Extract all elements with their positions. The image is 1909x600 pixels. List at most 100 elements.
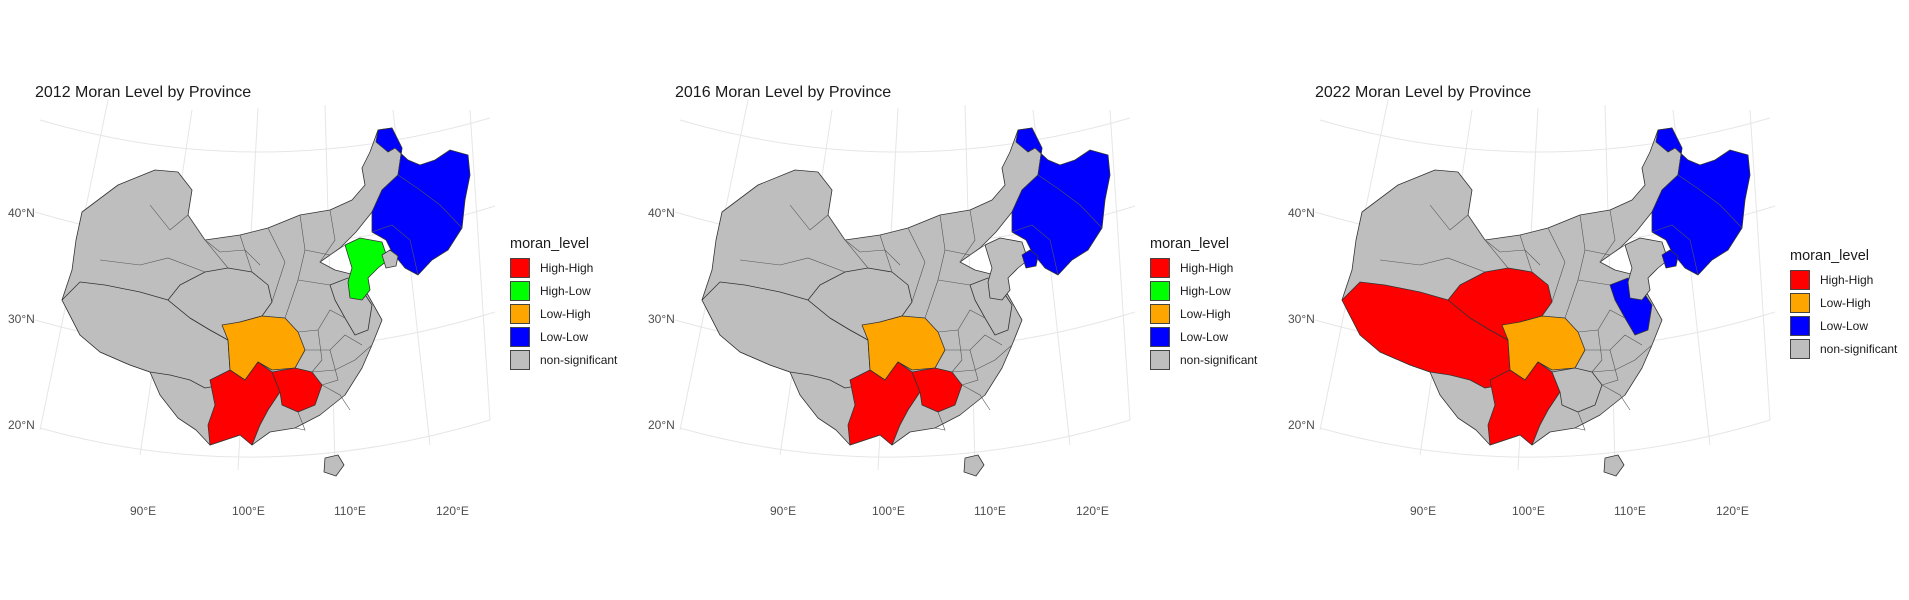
region-shanxi-hebei <box>984 237 1029 301</box>
province-border <box>951 329 963 373</box>
legend-swatch <box>1150 303 1170 324</box>
province-border <box>907 227 926 303</box>
legend-label: Low-High <box>1180 306 1231 321</box>
legend-item: High-High <box>1790 268 1897 291</box>
province-border <box>1577 309 1626 333</box>
graticule-line <box>679 419 1131 458</box>
region-beijing-tianjin <box>381 249 399 269</box>
province-border <box>297 309 346 333</box>
province-border <box>319 209 336 263</box>
longitude-label: 120°E <box>1076 504 1109 518</box>
region-guizhou <box>911 367 963 413</box>
china-map: 40°N 30°N 20°N 90°E 100°E 110°E 120°E <box>648 99 1136 518</box>
region-yunnan <box>847 361 921 446</box>
legend-swatch <box>510 349 530 370</box>
legend-item: non-significant <box>1790 337 1897 360</box>
graticule-line <box>1109 109 1131 421</box>
legend-swatch <box>1150 257 1170 278</box>
longitude-label: 100°E <box>1512 504 1545 518</box>
region-guizhou <box>271 367 323 413</box>
provinces <box>701 127 1111 477</box>
legend-label: High-Low <box>540 283 591 298</box>
province-border <box>397 174 463 229</box>
province-border <box>959 209 976 263</box>
region-shanxi-hebei <box>344 237 389 301</box>
region-northeast <box>371 127 471 276</box>
latitude-label: 30°N <box>648 312 675 326</box>
latitude-label: 20°N <box>1288 418 1315 432</box>
province-borders <box>99 174 463 431</box>
longitude-label: 110°E <box>974 504 1006 518</box>
region-shanxi-hebei <box>1624 237 1669 301</box>
province-border <box>937 309 986 333</box>
legend-item: Low-High <box>1150 302 1257 325</box>
province-border <box>1585 334 1643 351</box>
region-beijing-tianjin <box>1021 249 1039 269</box>
province-border <box>321 349 339 386</box>
legend-item: High-Low <box>510 279 617 302</box>
region-yunnan <box>207 361 281 446</box>
province-border <box>739 257 846 273</box>
graticule-line <box>1319 117 1771 153</box>
region-hainan <box>323 454 345 477</box>
latitude-label: 30°N <box>8 312 35 326</box>
legend-swatch <box>510 303 530 324</box>
province-border <box>1037 174 1103 229</box>
legend-title: moran_level <box>1150 236 1229 252</box>
graticule-line <box>39 117 491 153</box>
legend-swatch <box>510 257 530 278</box>
panel-title: 2016 Moran Level by Province <box>675 84 892 101</box>
province-border <box>149 204 189 231</box>
provinces <box>1341 127 1751 477</box>
longitude-label: 110°E <box>1614 504 1646 518</box>
legend-item: Low-Low <box>1150 325 1257 348</box>
region-hainan <box>963 454 985 477</box>
region-hainan <box>1603 454 1625 477</box>
province-border <box>1601 384 1631 411</box>
longitude-label: 110°E <box>334 504 366 518</box>
province-border <box>944 244 986 256</box>
latitude-label: 40°N <box>8 206 35 220</box>
latitude-label: 30°N <box>1288 312 1315 326</box>
province-border <box>951 344 1013 373</box>
province-border <box>304 244 346 256</box>
legend-label: High-High <box>1820 272 1874 287</box>
provinces <box>61 127 471 477</box>
longitude-label: 100°E <box>872 504 905 518</box>
legend-label: Low-High <box>540 306 591 321</box>
legend-item: Low-High <box>1790 291 1897 314</box>
legend-item: High-Low <box>1150 279 1257 302</box>
legend-label: non-significant <box>1820 341 1898 356</box>
legend-label: High-High <box>1180 260 1234 275</box>
legend-swatch <box>1790 292 1810 313</box>
province-border <box>961 349 979 386</box>
legend-swatch <box>510 326 530 347</box>
province-border <box>924 214 946 319</box>
province-border <box>844 239 901 266</box>
map-panel-2022: 2022 Moran Level by Province 40°N 30°N 20°… <box>1280 0 1909 600</box>
legend-label: non-significant <box>540 352 618 367</box>
legend-item: High-High <box>510 256 617 279</box>
province-border <box>937 279 971 286</box>
province-border <box>99 257 206 273</box>
panel-title: 2012 Moran Level by Province <box>35 84 252 101</box>
province-border <box>1429 204 1469 231</box>
province-border <box>204 239 261 266</box>
province-border <box>305 334 363 351</box>
legend-label: Low-Low <box>540 329 589 344</box>
map-panel-2012: 2012 Moran Level by Province 40°N 30°N 20°… <box>0 0 640 600</box>
province-border <box>1484 239 1541 266</box>
province-border <box>1519 234 1533 273</box>
region-northeast <box>1011 127 1111 276</box>
china-map: 40°N 30°N 20°N 90°E 100°E 110°E 120°E <box>1288 99 1776 518</box>
province-border <box>1011 224 1059 276</box>
province-border <box>371 224 419 276</box>
province-border <box>294 411 306 431</box>
province-border <box>239 234 253 273</box>
legend-label: non-significant <box>1180 352 1258 367</box>
province-border <box>1564 214 1586 319</box>
legend-title: moran_level <box>1790 248 1869 264</box>
province-border <box>321 384 351 411</box>
legend-swatch <box>1150 326 1170 347</box>
map-panel-2016: 2016 Moran Level by Province 40°N 30°N 20°… <box>640 0 1280 600</box>
